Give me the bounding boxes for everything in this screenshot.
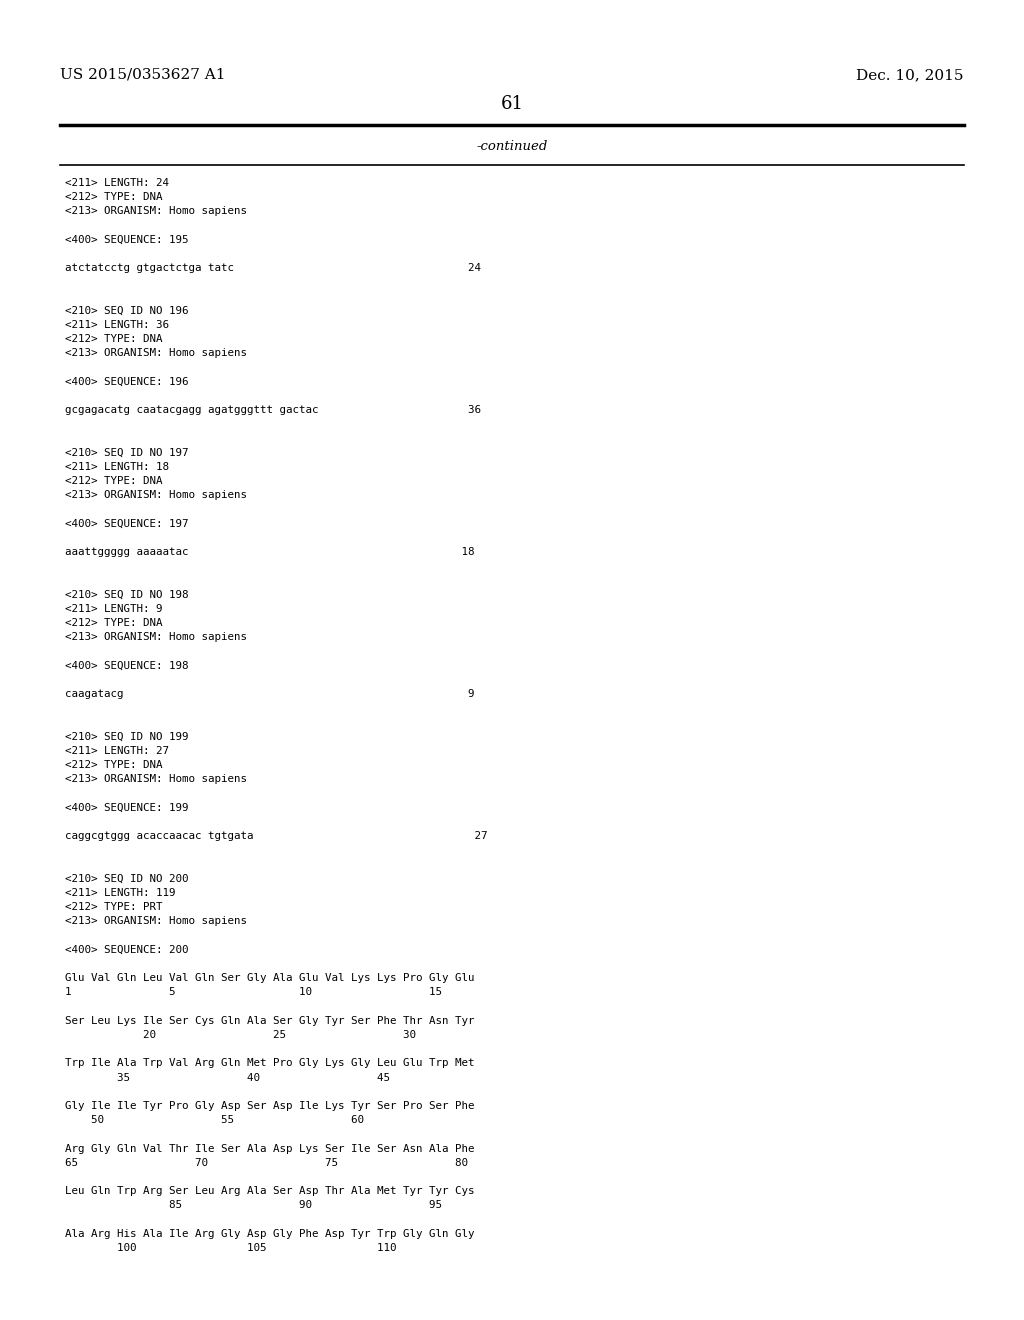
Text: 35                  40                  45: 35 40 45 xyxy=(65,1073,390,1082)
Text: 50                  55                  60: 50 55 60 xyxy=(65,1115,364,1125)
Text: <211> LENGTH: 24: <211> LENGTH: 24 xyxy=(65,178,169,187)
Text: caggcgtggg acaccaacac tgtgata                                  27: caggcgtggg acaccaacac tgtgata 27 xyxy=(65,832,487,841)
Text: 100                 105                 110: 100 105 110 xyxy=(65,1243,396,1253)
Text: <211> LENGTH: 27: <211> LENGTH: 27 xyxy=(65,746,169,756)
Text: <213> ORGANISM: Homo sapiens: <213> ORGANISM: Homo sapiens xyxy=(65,348,247,359)
Text: <211> LENGTH: 18: <211> LENGTH: 18 xyxy=(65,462,169,473)
Text: <213> ORGANISM: Homo sapiens: <213> ORGANISM: Homo sapiens xyxy=(65,632,247,643)
Text: Leu Gln Trp Arg Ser Leu Arg Ala Ser Asp Thr Ala Met Tyr Tyr Cys: Leu Gln Trp Arg Ser Leu Arg Ala Ser Asp … xyxy=(65,1187,474,1196)
Text: <212> TYPE: DNA: <212> TYPE: DNA xyxy=(65,477,163,486)
Text: <400> SEQUENCE: 196: <400> SEQUENCE: 196 xyxy=(65,376,188,387)
Text: 20                  25                  30: 20 25 30 xyxy=(65,1030,416,1040)
Text: Gly Ile Ile Tyr Pro Gly Asp Ser Asp Ile Lys Tyr Ser Pro Ser Phe: Gly Ile Ile Tyr Pro Gly Asp Ser Asp Ile … xyxy=(65,1101,474,1111)
Text: <212> TYPE: DNA: <212> TYPE: DNA xyxy=(65,193,163,202)
Text: <212> TYPE: PRT: <212> TYPE: PRT xyxy=(65,902,163,912)
Text: caagatacg                                                     9: caagatacg 9 xyxy=(65,689,474,700)
Text: Arg Gly Gln Val Thr Ile Ser Ala Asp Lys Ser Ile Ser Asn Ala Phe: Arg Gly Gln Val Thr Ile Ser Ala Asp Lys … xyxy=(65,1143,474,1154)
Text: <400> SEQUENCE: 199: <400> SEQUENCE: 199 xyxy=(65,803,188,813)
Text: <212> TYPE: DNA: <212> TYPE: DNA xyxy=(65,618,163,628)
Text: <210> SEQ ID NO 199: <210> SEQ ID NO 199 xyxy=(65,731,188,742)
Text: Ala Arg His Ala Ile Arg Gly Asp Gly Phe Asp Tyr Trp Gly Gln Gly: Ala Arg His Ala Ile Arg Gly Asp Gly Phe … xyxy=(65,1229,474,1238)
Text: <210> SEQ ID NO 197: <210> SEQ ID NO 197 xyxy=(65,447,188,458)
Text: 85                  90                  95: 85 90 95 xyxy=(65,1200,442,1210)
Text: <211> LENGTH: 9: <211> LENGTH: 9 xyxy=(65,605,163,614)
Text: 61: 61 xyxy=(501,95,523,114)
Text: <210> SEQ ID NO 200: <210> SEQ ID NO 200 xyxy=(65,874,188,884)
Text: <400> SEQUENCE: 197: <400> SEQUENCE: 197 xyxy=(65,519,188,529)
Text: Glu Val Gln Leu Val Gln Ser Gly Ala Glu Val Lys Lys Pro Gly Glu: Glu Val Gln Leu Val Gln Ser Gly Ala Glu … xyxy=(65,973,474,983)
Text: <212> TYPE: DNA: <212> TYPE: DNA xyxy=(65,760,163,770)
Text: <211> LENGTH: 119: <211> LENGTH: 119 xyxy=(65,888,175,898)
Text: atctatcctg gtgactctga tatc                                    24: atctatcctg gtgactctga tatc 24 xyxy=(65,263,481,273)
Text: <400> SEQUENCE: 198: <400> SEQUENCE: 198 xyxy=(65,661,188,671)
Text: <211> LENGTH: 36: <211> LENGTH: 36 xyxy=(65,319,169,330)
Text: <213> ORGANISM: Homo sapiens: <213> ORGANISM: Homo sapiens xyxy=(65,491,247,500)
Text: Trp Ile Ala Trp Val Arg Gln Met Pro Gly Lys Gly Leu Glu Trp Met: Trp Ile Ala Trp Val Arg Gln Met Pro Gly … xyxy=(65,1059,474,1068)
Text: <213> ORGANISM: Homo sapiens: <213> ORGANISM: Homo sapiens xyxy=(65,206,247,216)
Text: gcgagacatg caatacgagg agatgggttt gactac                       36: gcgagacatg caatacgagg agatgggttt gactac … xyxy=(65,405,481,416)
Text: <210> SEQ ID NO 196: <210> SEQ ID NO 196 xyxy=(65,306,188,315)
Text: Ser Leu Lys Ile Ser Cys Gln Ala Ser Gly Tyr Ser Phe Thr Asn Tyr: Ser Leu Lys Ile Ser Cys Gln Ala Ser Gly … xyxy=(65,1016,474,1026)
Text: Dec. 10, 2015: Dec. 10, 2015 xyxy=(856,69,964,82)
Text: <210> SEQ ID NO 198: <210> SEQ ID NO 198 xyxy=(65,590,188,599)
Text: <212> TYPE: DNA: <212> TYPE: DNA xyxy=(65,334,163,345)
Text: 65                  70                  75                  80: 65 70 75 80 xyxy=(65,1158,468,1168)
Text: US 2015/0353627 A1: US 2015/0353627 A1 xyxy=(60,69,225,82)
Text: <213> ORGANISM: Homo sapiens: <213> ORGANISM: Homo sapiens xyxy=(65,916,247,927)
Text: -continued: -continued xyxy=(476,140,548,153)
Text: <213> ORGANISM: Homo sapiens: <213> ORGANISM: Homo sapiens xyxy=(65,775,247,784)
Text: aaattggggg aaaaatac                                          18: aaattggggg aaaaatac 18 xyxy=(65,548,474,557)
Text: <400> SEQUENCE: 200: <400> SEQUENCE: 200 xyxy=(65,945,188,954)
Text: <400> SEQUENCE: 195: <400> SEQUENCE: 195 xyxy=(65,235,188,244)
Text: 1               5                   10                  15: 1 5 10 15 xyxy=(65,987,442,998)
